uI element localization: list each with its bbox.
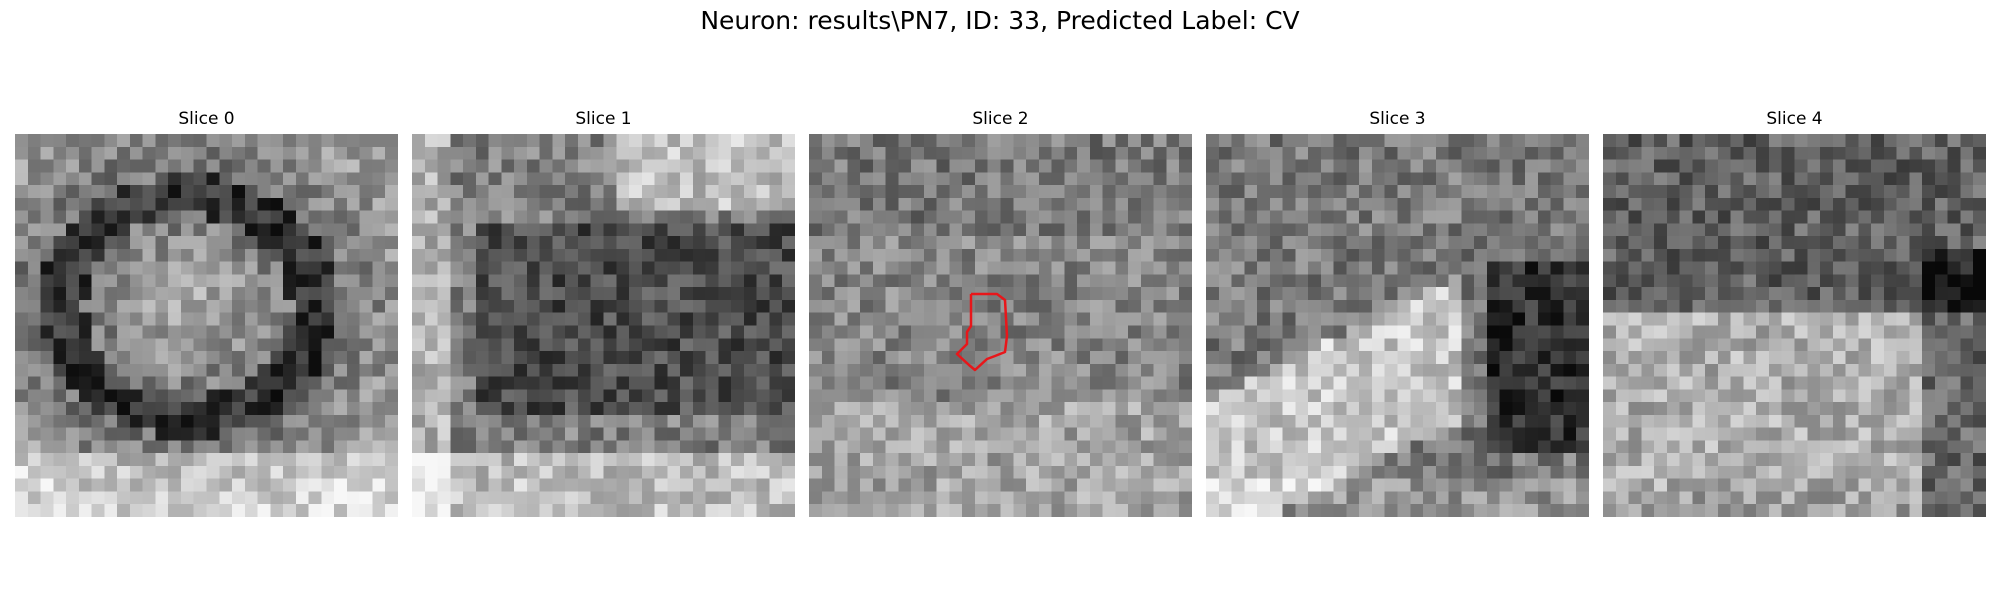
slice-title-0: Slice 0 <box>15 108 398 130</box>
slice-image-0 <box>15 134 398 517</box>
slice-title-2: Slice 2 <box>809 108 1192 130</box>
segmentation-contour <box>809 134 1192 517</box>
slice-title-4: Slice 4 <box>1603 108 1986 130</box>
figure-title: Neuron: results\PN7, ID: 33, Predicted L… <box>0 6 2000 35</box>
slice-panel-3: Slice 3 <box>1206 108 1589 517</box>
slice-panel-1: Slice 1 <box>412 108 795 517</box>
slice-panel-2: Slice 2 <box>809 108 1192 517</box>
slice-panel-4: Slice 4 <box>1603 108 1986 517</box>
slice-image-1 <box>412 134 795 517</box>
slice-title-1: Slice 1 <box>412 108 795 130</box>
slice-image-4 <box>1603 134 1986 517</box>
slice-title-3: Slice 3 <box>1206 108 1589 130</box>
slice-image-3 <box>1206 134 1589 517</box>
slice-panel-0: Slice 0 <box>15 108 398 517</box>
